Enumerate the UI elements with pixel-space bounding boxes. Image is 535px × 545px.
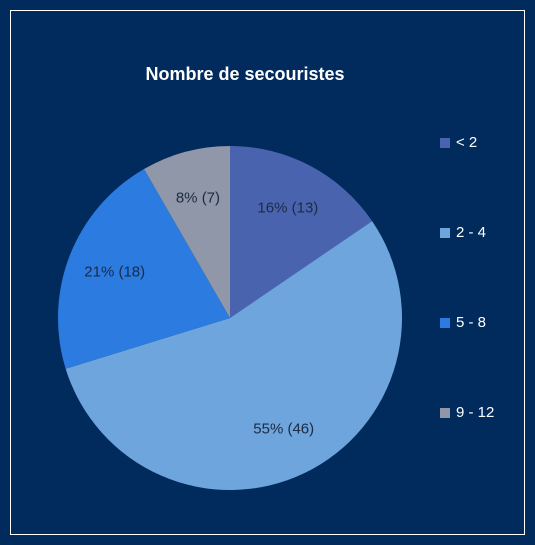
pie-slice [58,169,230,369]
legend-label: < 2 [456,134,477,151]
legend-swatch [440,408,450,418]
legend-label: 5 - 8 [456,314,486,331]
legend-swatch [440,138,450,148]
data-label: 21% (18) [84,264,145,281]
legend-swatch [440,228,450,238]
data-label: 55% (46) [253,421,314,438]
frame [10,10,525,535]
pie-slice [230,146,373,318]
legend-label: 9 - 12 [456,404,494,421]
legend-label: 2 - 4 [456,224,486,241]
pie-slice [65,221,402,490]
data-label: 16% (13) [257,199,318,216]
data-label: 8% (7) [176,189,220,206]
chart-title: Nombre de secouristes [145,64,344,84]
legend-swatch [440,318,450,328]
pie-slice [144,146,230,318]
